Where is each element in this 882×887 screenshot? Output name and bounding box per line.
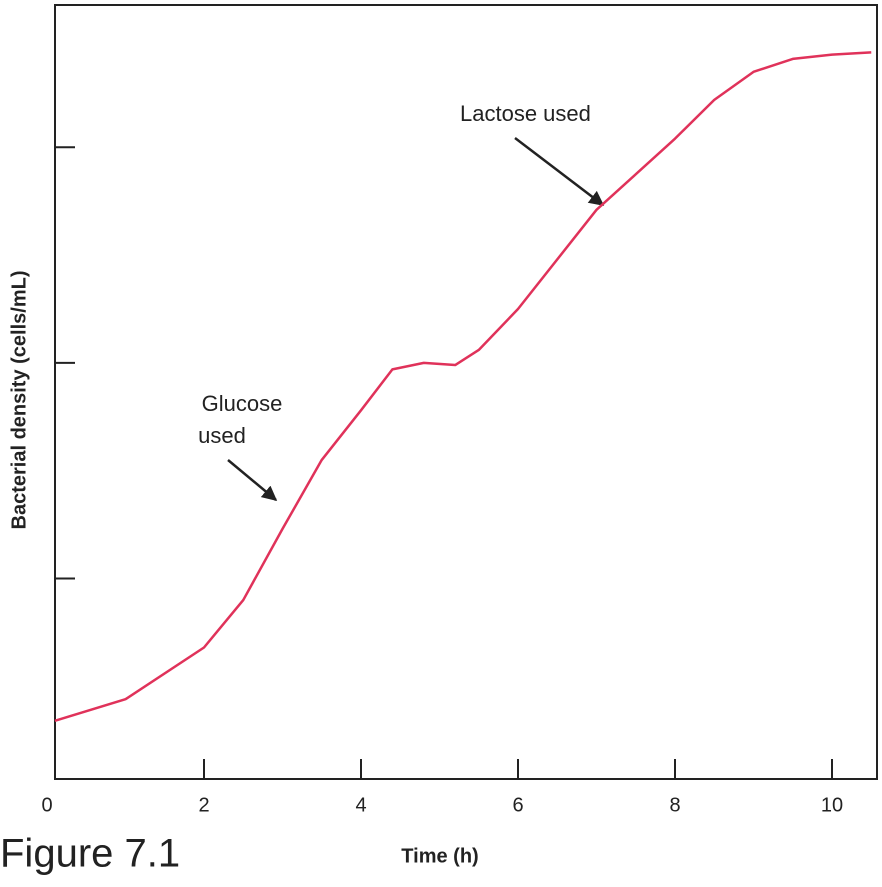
figure-label: Figure 7.1	[0, 832, 180, 876]
annotation-arrow	[227, 459, 278, 501]
y-axis-label: Bacterial density (cells/mL)	[8, 271, 30, 530]
annotation: Lactose used	[460, 101, 591, 126]
plot-frame	[54, 4, 878, 780]
x-tick-label: 0	[41, 794, 52, 816]
x-tick-label: 2	[198, 794, 209, 816]
annotation: used	[198, 423, 246, 448]
annotation-arrow	[514, 137, 605, 206]
x-tick-label: 8	[669, 794, 680, 816]
data-line	[54, 51, 872, 722]
x-tick-label: 4	[355, 794, 366, 816]
x-tick-label: 6	[512, 794, 523, 816]
x-axis-label: Time (h)	[401, 845, 478, 867]
annotation: Glucose	[202, 391, 283, 416]
x-tick-label: 10	[821, 794, 843, 816]
